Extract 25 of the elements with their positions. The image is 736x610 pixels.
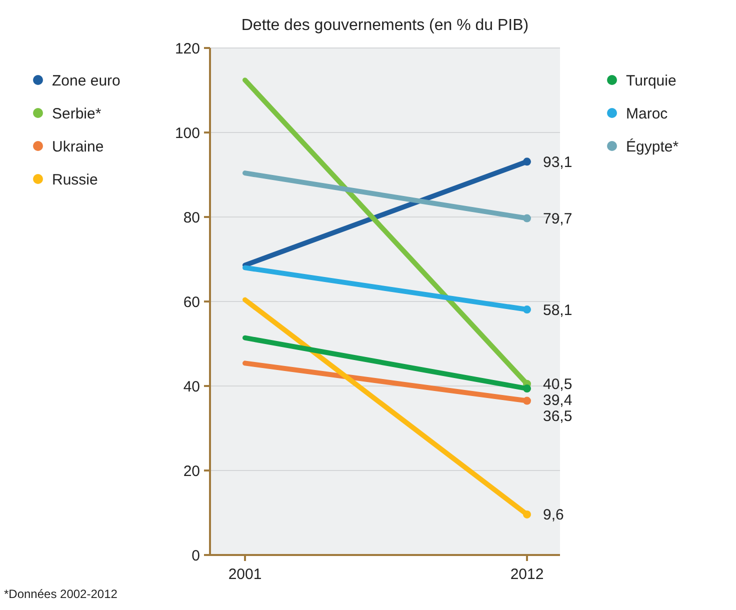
y-tick-label: 40 xyxy=(183,378,200,396)
legend-label: Zone euro xyxy=(52,72,120,90)
data-label: 58,1 xyxy=(543,302,572,319)
y-tick-label: 20 xyxy=(183,462,200,480)
data-label: 39,4 xyxy=(543,392,572,410)
y-tick-label: 120 xyxy=(174,40,200,58)
x-tick-label: 2001 xyxy=(228,566,262,583)
x-tick-label: 2012 xyxy=(510,566,544,583)
chart-title: Dette des gouvernements (en % du PIB) xyxy=(241,17,529,34)
data-label: 93,1 xyxy=(543,154,572,171)
legend-label: Turquie xyxy=(626,72,676,90)
legend-label: Égypte* xyxy=(626,137,679,156)
legend-label: Russie xyxy=(52,171,98,188)
legend-label: Maroc xyxy=(626,105,668,122)
y-tick-label: 0 xyxy=(192,547,200,564)
legend-label: Ukraine xyxy=(52,138,104,156)
data-label: 36,5 xyxy=(543,408,572,426)
y-tick-label: 60 xyxy=(183,294,200,311)
data-label: 79,7 xyxy=(543,210,572,228)
y-tick-label: 100 xyxy=(174,124,200,142)
data-label: 40,5 xyxy=(543,376,572,394)
y-tick-label: 80 xyxy=(183,209,200,226)
legend-label: Serbie* xyxy=(52,105,102,122)
text: *Données 2002-2012 xyxy=(4,587,118,601)
data-label: 9,6 xyxy=(543,506,564,524)
